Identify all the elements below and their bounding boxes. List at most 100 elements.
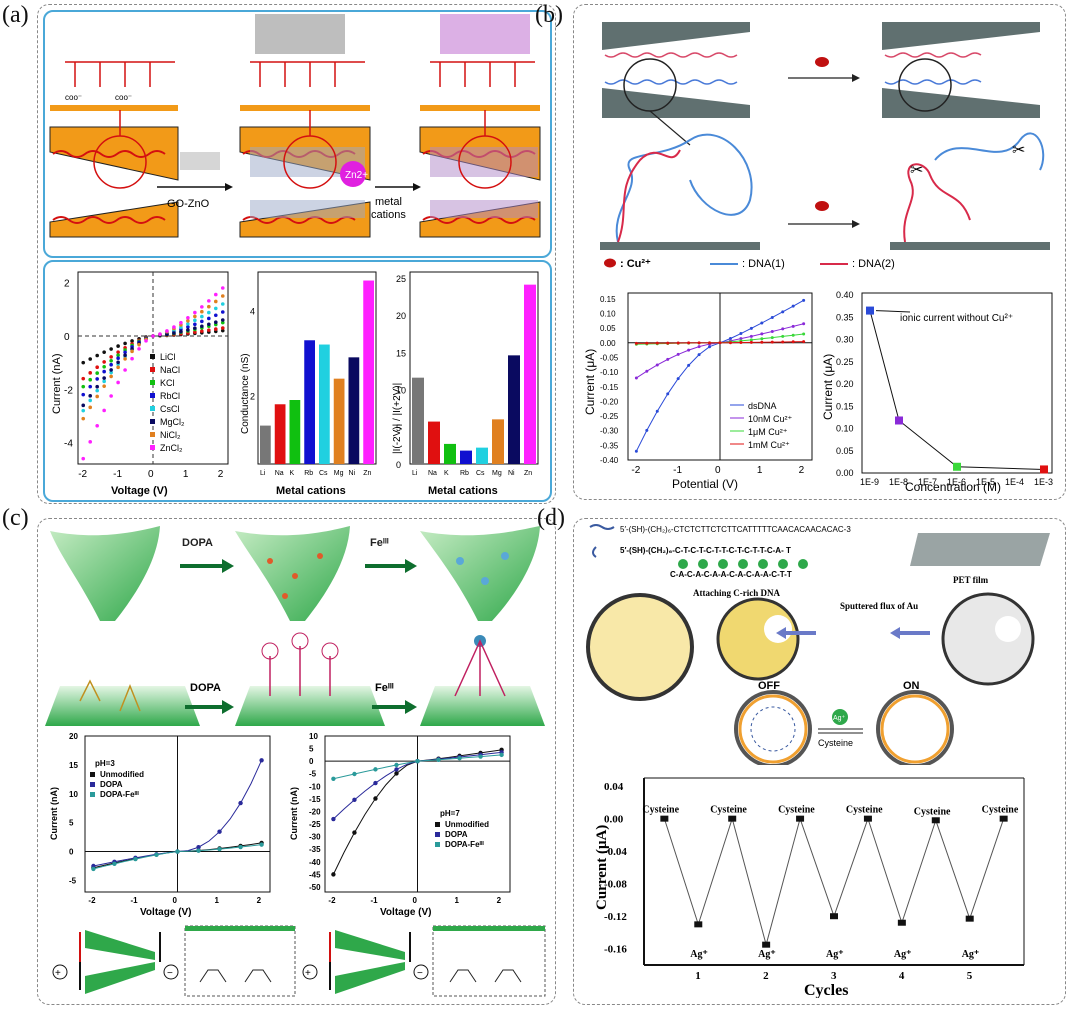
iv-point xyxy=(207,322,211,327)
iv-point xyxy=(193,310,197,315)
iv-point xyxy=(81,360,86,365)
svg-text:coo⁻: coo⁻ xyxy=(115,93,132,102)
channel-left: + − xyxy=(52,925,296,997)
bar-category-label: Mg xyxy=(492,470,502,477)
x-axis-label: Voltage (V) xyxy=(380,907,431,918)
iv-point xyxy=(95,384,99,389)
iv-point xyxy=(200,314,204,319)
iv-point xyxy=(213,313,218,318)
y-tick-label: 15 xyxy=(396,348,406,358)
iv-point xyxy=(81,376,86,381)
iv-point xyxy=(88,405,93,410)
iv-point xyxy=(207,304,211,309)
zn-ion-label: Zn2+ xyxy=(345,170,368,181)
y-tick-label: -2 xyxy=(64,385,73,396)
cycle-point xyxy=(728,815,737,822)
cone-stage-3 xyxy=(420,526,540,621)
y-axis-label: Current (nA) xyxy=(289,787,299,840)
y-tick-label: 0.00 xyxy=(836,468,854,478)
y-axis-label: |I(-2V)| / |I(+2V)| xyxy=(392,383,403,454)
iv-point xyxy=(130,356,134,361)
conc-curve xyxy=(869,310,1045,470)
seq3: C-A-C-A-C-A-A-C-A-C-A-A-C-T-T xyxy=(670,570,792,579)
nanochannel-stage-3 xyxy=(419,14,541,238)
iv-point xyxy=(109,370,113,375)
iv-point xyxy=(88,371,93,375)
y-axis-label: Current (μA) xyxy=(594,825,610,910)
bar-category-label: Rb xyxy=(304,470,313,477)
y-tick-label: -35 xyxy=(309,845,321,854)
x-tick-label: 0 xyxy=(173,896,178,905)
conc-point xyxy=(866,306,874,315)
panel-a-iv-chart: -2 -1 0 1 2 2 0 -2 -4 Voltage (V) Current (nA) LiCl… xyxy=(51,271,229,497)
iv-curve xyxy=(636,341,804,344)
plot-frame xyxy=(409,271,539,465)
x-axis-label: Metal cations xyxy=(276,485,346,497)
iv-point xyxy=(95,353,99,358)
panel-c xyxy=(37,518,556,1005)
y-tick-label: 0.20 xyxy=(836,379,854,389)
iv-point xyxy=(193,322,197,327)
iv-point xyxy=(109,358,113,363)
bar-category-label: Zn xyxy=(524,470,532,477)
plus-icon: + xyxy=(55,968,61,979)
iv-point xyxy=(207,316,211,321)
pet-label: PET film xyxy=(953,575,989,585)
y-tick-label: -45 xyxy=(309,870,321,879)
y-tick-label: -0.04 xyxy=(604,846,627,858)
dna-duplex-left xyxy=(600,133,760,250)
x-tick-label: 2 xyxy=(799,465,805,476)
sputter-label: Sputtered flux of Au xyxy=(840,601,918,611)
iv-point xyxy=(213,292,218,297)
bar-Li xyxy=(260,425,271,464)
y-tick-label: 0.25 xyxy=(836,357,854,367)
panel-d xyxy=(573,518,1066,1005)
surface-stage-1 xyxy=(45,679,200,726)
panel-a-schematic-box xyxy=(43,10,552,258)
y-tick-label: 0 xyxy=(396,460,401,470)
bar-category-label: Li xyxy=(412,470,418,477)
iv-point xyxy=(88,394,93,398)
panel-a-label: (a) xyxy=(2,2,29,28)
iv-point xyxy=(102,360,106,364)
iv-point xyxy=(123,357,127,361)
legend-marker xyxy=(150,445,155,450)
ph-label: pH=7 xyxy=(440,809,460,818)
ag-label: Ag⁺ xyxy=(690,949,708,960)
y-tick-label: -0.05 xyxy=(600,353,619,362)
legend-entry: CsCl xyxy=(160,404,180,414)
iv-point xyxy=(88,384,93,389)
legend-entry: 1μM Cu²⁺ xyxy=(748,427,788,437)
iv-point xyxy=(102,369,106,374)
cycle-point xyxy=(863,815,872,822)
y-tick-label: 0 xyxy=(309,757,314,766)
y-tick-label: 0.00 xyxy=(600,339,616,348)
annotation-label: ionic current without Cu²⁺ xyxy=(900,313,1013,324)
x-axis-label: Concentration (M) xyxy=(905,480,1001,494)
minus-icon: − xyxy=(417,968,423,979)
iv-point xyxy=(186,325,190,329)
dopa-label-top: DOPA xyxy=(182,537,213,549)
iv-point xyxy=(130,349,134,354)
bar-Mg xyxy=(492,419,504,464)
iv-point xyxy=(331,872,336,877)
y-tick-label: -50 xyxy=(309,883,321,892)
legend-marker xyxy=(150,367,155,372)
legend-dna1: : DNA(1) xyxy=(742,258,785,270)
cysteine-label: Cysteine xyxy=(642,805,679,816)
iv-point xyxy=(220,310,225,314)
legend-marker xyxy=(435,832,440,837)
ag-bubble-label: Ag⁺ xyxy=(833,715,846,722)
iv-point xyxy=(88,398,93,403)
iv-point xyxy=(179,320,183,325)
bar-Zn xyxy=(363,280,374,464)
arrow-dopa-top: DOPA xyxy=(180,537,234,573)
bar-Rb xyxy=(460,450,472,464)
iv-point xyxy=(95,377,99,381)
panel-d-label: (d) xyxy=(537,505,565,531)
y-tick-label: 0.00 xyxy=(604,814,624,826)
iv-point xyxy=(95,388,99,393)
bar-category-label: Cs xyxy=(476,470,485,477)
y-tick-label: -0.12 xyxy=(604,911,627,923)
arrow-ag-cysteine: Ag⁺ Cysteine xyxy=(818,709,863,748)
